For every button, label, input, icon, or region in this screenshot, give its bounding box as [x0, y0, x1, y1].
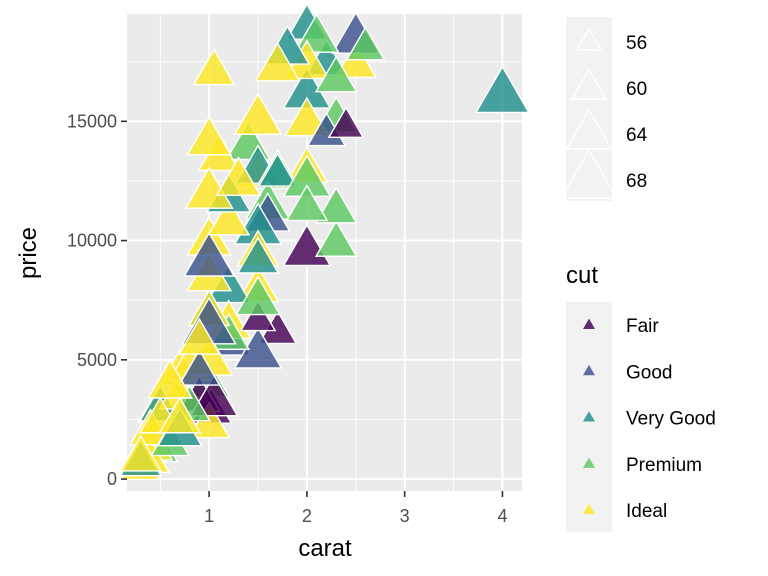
y-axis-title: price	[15, 227, 42, 279]
data-point-ideal	[254, 41, 301, 82]
axes: 1 2 3 4 0 5000 10000 15000	[67, 111, 508, 526]
cut-legend: cut Fair Good Very Good Premium Ideal	[566, 262, 716, 532]
y-tick-label: 15000	[67, 111, 117, 131]
data-point-fair	[327, 106, 365, 139]
data-point-ideal	[192, 48, 236, 86]
x-tick-label: 2	[302, 506, 312, 526]
size-legend-key	[560, 149, 618, 199]
data-points	[119, 2, 531, 481]
x-tick-label: 3	[400, 506, 410, 526]
size-legend-key	[570, 68, 608, 100]
data-point-ideal	[158, 396, 202, 434]
data-point-premium	[314, 186, 358, 224]
cut-legend-key	[583, 318, 595, 329]
size-legend-label: 56	[626, 33, 647, 54]
size-legend: 56 60 64 68	[560, 17, 648, 201]
y-tick-label: 0	[107, 469, 117, 489]
data-point-premium	[314, 219, 358, 257]
data-point-ideal	[186, 115, 233, 156]
size-legend-label: 60	[626, 79, 647, 100]
data-point-good	[183, 231, 236, 277]
size-legend-key	[565, 108, 613, 150]
data-point-very-good	[236, 236, 280, 274]
size-legend-label: 68	[626, 171, 647, 192]
data-point-ideal	[207, 198, 251, 236]
cut-legend-key	[583, 364, 595, 376]
x-axis-title: carat	[298, 535, 352, 562]
x-tick-label: 4	[497, 506, 507, 526]
data-point-ideal	[177, 317, 221, 355]
data-point-premium	[235, 275, 281, 316]
cut-legend-key	[583, 457, 595, 468]
data-point-ideal	[119, 434, 163, 472]
data-point-ideal	[233, 92, 283, 135]
data-point-ideal	[283, 96, 330, 137]
x-tick-label: 1	[204, 506, 214, 526]
data-point-good	[177, 348, 221, 386]
cut-legend-label: Ideal	[626, 501, 667, 522]
cut-legend-key	[583, 503, 595, 515]
data-point-fair	[189, 373, 239, 417]
data-point-ideal	[147, 358, 193, 399]
cut-legend-label: Fair	[626, 316, 659, 337]
size-legend-key	[576, 28, 602, 51]
cut-legend-label: Premium	[626, 455, 702, 476]
y-tick-label: 10000	[67, 231, 117, 251]
data-point-very-good	[257, 152, 298, 187]
y-tick-label: 5000	[77, 350, 117, 370]
cut-legend-title: cut	[566, 262, 598, 289]
data-point-ideal	[215, 156, 262, 196]
data-point-premium	[345, 25, 386, 61]
cut-legend-key	[583, 411, 595, 422]
cut-legend-label: Very Good	[626, 409, 716, 430]
data-point-fair	[239, 299, 277, 332]
size-legend-label: 64	[626, 125, 648, 146]
data-point-premium	[314, 55, 358, 93]
data-point-very-good	[474, 65, 531, 114]
data-point-premium	[285, 184, 329, 222]
cut-legend-label: Good	[626, 362, 672, 383]
